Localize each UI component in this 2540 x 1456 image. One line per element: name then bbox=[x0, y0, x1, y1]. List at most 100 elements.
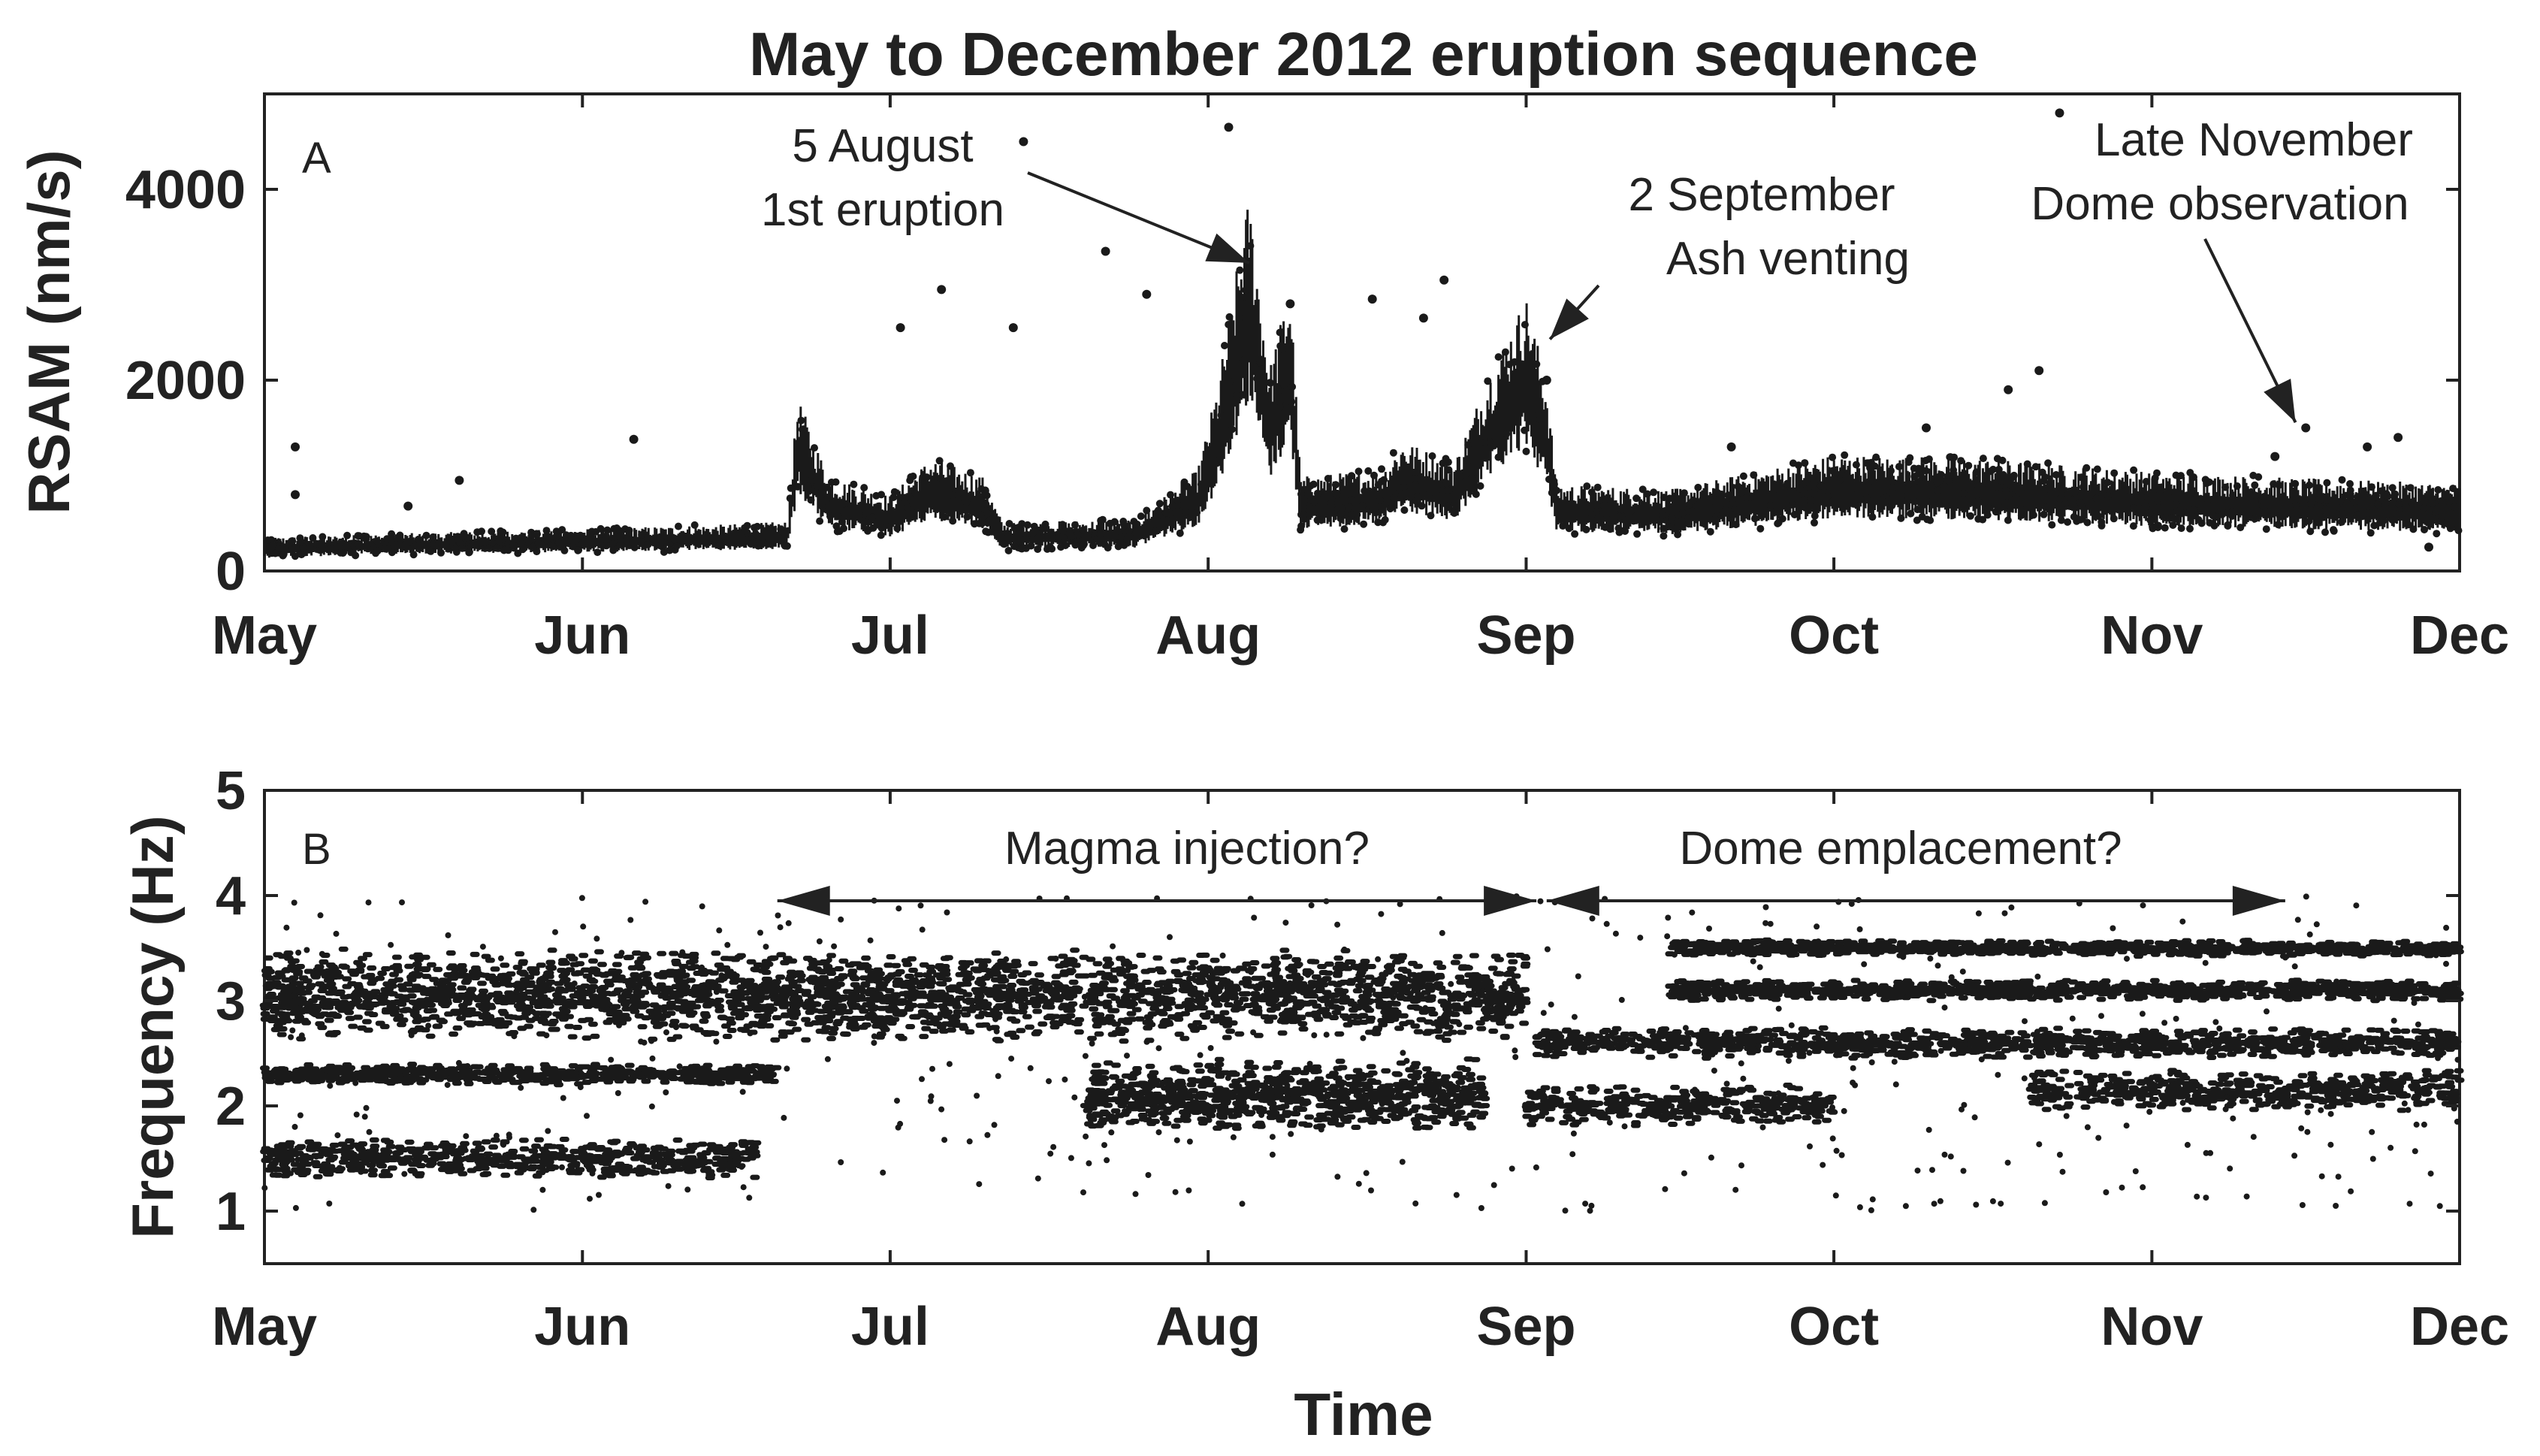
rsam-point bbox=[1119, 518, 1128, 525]
frequency-point bbox=[543, 1032, 550, 1039]
rsam-point bbox=[1698, 496, 1706, 504]
frequency-point bbox=[1603, 920, 1610, 927]
frequency-point bbox=[1708, 1154, 1714, 1161]
annotation-late-november: Late November bbox=[2095, 114, 2413, 166]
annotation-ash-venting: Ash venting bbox=[1666, 233, 1910, 285]
frequency-point bbox=[1292, 1106, 1299, 1113]
frequency-point bbox=[1110, 943, 1116, 950]
rsam-point bbox=[495, 537, 503, 545]
rsam-point bbox=[1182, 509, 1190, 517]
frequency-point bbox=[1582, 1201, 1589, 1207]
frequency-point bbox=[1288, 1131, 1294, 1137]
frequency-point bbox=[2454, 1119, 2460, 1125]
frequency-point bbox=[1253, 1086, 1260, 1092]
x-tick-label: Aug bbox=[1155, 1297, 1261, 1357]
rsam-point bbox=[869, 524, 877, 532]
frequency-point bbox=[986, 1025, 993, 1032]
rsam-point bbox=[975, 519, 983, 527]
panel-b-yticks: 1 2 3 4 5 bbox=[216, 761, 2460, 1242]
rsam-point bbox=[877, 531, 885, 539]
rsam-point bbox=[1276, 403, 1284, 412]
rsam-point bbox=[1297, 522, 1306, 530]
frequency-point bbox=[2179, 1099, 2186, 1106]
frequency-point bbox=[1439, 929, 1445, 936]
rsam-outlier bbox=[455, 476, 464, 485]
rsam-point bbox=[534, 539, 542, 548]
frequency-point bbox=[1904, 993, 1911, 1000]
rsam-point bbox=[478, 527, 485, 536]
frequency-point bbox=[1104, 1157, 1110, 1164]
rsam-point bbox=[1386, 505, 1394, 512]
rsam-point bbox=[1904, 479, 1913, 488]
frequency-point bbox=[2200, 1038, 2206, 1045]
rsam-point bbox=[982, 527, 990, 536]
frequency-point bbox=[1400, 1050, 1406, 1056]
frequency-point bbox=[1833, 1052, 1840, 1059]
frequency-point bbox=[2084, 1124, 2091, 1131]
frequency-point bbox=[1250, 1029, 1257, 1036]
frequency-point bbox=[328, 985, 334, 991]
frequency-point bbox=[738, 1164, 745, 1170]
rsam-point bbox=[1442, 455, 1450, 463]
rsam-point bbox=[1137, 512, 1145, 521]
x-tick-label: Sep bbox=[1476, 1297, 1575, 1357]
frequency-point bbox=[1959, 1106, 1965, 1113]
rsam-point bbox=[1400, 506, 1409, 514]
rsam-point bbox=[1361, 487, 1369, 495]
rsam-point bbox=[1501, 348, 1509, 356]
rsam-point bbox=[2161, 513, 2169, 521]
rsam-point bbox=[1425, 490, 1433, 498]
rsam-point bbox=[2153, 469, 2161, 477]
rsam-point bbox=[1711, 515, 1720, 523]
frequency-point bbox=[1998, 1201, 2004, 1207]
rsam-point bbox=[754, 522, 761, 530]
annotation-dome-emplacement: Dome emplacement? bbox=[1679, 823, 2122, 875]
chart-title: May to December 2012 eruption sequence bbox=[749, 20, 1978, 89]
rsam-point bbox=[2055, 495, 2064, 503]
frequency-point bbox=[401, 1171, 408, 1177]
frequency-point bbox=[1927, 955, 1934, 962]
rsam-point bbox=[373, 547, 382, 555]
frequency-point bbox=[1230, 1134, 1237, 1140]
frequency-point bbox=[2034, 973, 2041, 980]
arrow-magma-injection-head-right bbox=[1484, 886, 1537, 916]
frequency-point bbox=[1973, 1201, 1980, 1208]
frequency-point bbox=[1251, 914, 1258, 921]
frequency-point bbox=[2328, 1101, 2335, 1107]
rsam-point bbox=[1274, 387, 1282, 395]
rsam-point bbox=[2433, 530, 2441, 538]
frequency-point bbox=[1947, 1153, 1954, 1160]
rsam-point bbox=[2370, 493, 2378, 501]
frequency-point bbox=[1833, 1147, 1840, 1154]
frequency-point bbox=[2032, 1047, 2039, 1054]
rsam-point bbox=[1120, 541, 1128, 549]
rsam-point bbox=[1674, 530, 1682, 539]
x-tick-label: Jun bbox=[534, 606, 630, 666]
frequency-point bbox=[1848, 901, 1855, 908]
rsam-point bbox=[1225, 313, 1234, 321]
rsam-outlier bbox=[1142, 289, 1152, 299]
rsam-point bbox=[1638, 485, 1647, 494]
rsam-point bbox=[983, 509, 992, 518]
rsam-point bbox=[2377, 487, 2385, 495]
frequency-point bbox=[361, 1113, 368, 1120]
rsam-point bbox=[373, 537, 382, 545]
rsam-point bbox=[533, 548, 541, 556]
rsam-point bbox=[1324, 475, 1332, 482]
rsam-point bbox=[2018, 489, 2026, 497]
rsam-point bbox=[1735, 488, 1744, 496]
rsam-point bbox=[593, 548, 602, 557]
frequency-point bbox=[1308, 902, 1315, 908]
rsam-outlier bbox=[2034, 366, 2044, 376]
rsam-point bbox=[963, 512, 971, 521]
frequency-point bbox=[700, 984, 707, 990]
rsam-point bbox=[2323, 479, 2331, 487]
rsam-point bbox=[2146, 489, 2155, 497]
x-tick-label: Dec bbox=[2410, 1297, 2509, 1357]
rsam-point bbox=[1306, 482, 1315, 490]
rsam-point bbox=[1390, 494, 1398, 502]
rsam-point bbox=[807, 496, 815, 504]
frequency-point bbox=[1941, 1151, 1948, 1158]
frequency-point bbox=[2056, 1152, 2063, 1158]
rsam-point bbox=[2330, 526, 2337, 534]
